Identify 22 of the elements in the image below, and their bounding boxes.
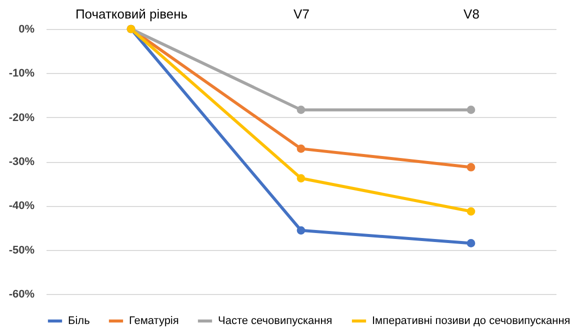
y-tick-label: -40% [8, 200, 35, 212]
point [296, 226, 306, 235]
y-tick-label: -60% [8, 288, 35, 300]
point [466, 207, 476, 216]
legend-label: Біль [68, 315, 90, 327]
point [296, 106, 306, 114]
legend-label: Часте сечовипускання [218, 315, 332, 327]
legend-label: Імперативні позиви до сечовипускання [372, 315, 570, 327]
point [466, 163, 476, 172]
point [466, 106, 476, 114]
y-tick-label: -30% [8, 156, 35, 168]
point [296, 174, 306, 182]
x-tick-label: V7 [294, 6, 310, 22]
point [296, 144, 306, 153]
y-tick-label: 0% [18, 24, 35, 36]
x-tick-label: Початковий рівень [75, 6, 188, 22]
y-tick-label: -10% [8, 68, 35, 80]
y-tick-label: -20% [8, 112, 35, 124]
legend-label: Гематурія [129, 315, 179, 327]
x-tick-label: V8 [464, 6, 480, 22]
y-tick-label: -50% [8, 244, 35, 256]
point [466, 239, 476, 248]
